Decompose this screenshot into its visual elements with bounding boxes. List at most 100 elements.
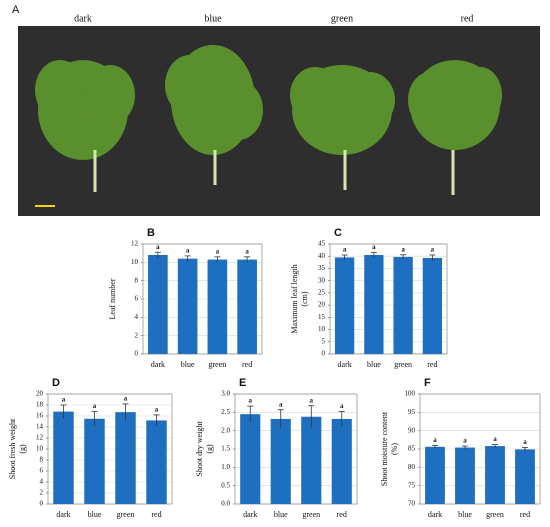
bar xyxy=(515,449,535,504)
bar xyxy=(270,418,291,504)
significance-label: a xyxy=(245,247,249,255)
panel-label: D xyxy=(52,377,60,389)
bar xyxy=(485,446,505,504)
x-tick-label: green xyxy=(117,510,135,519)
significance-label: a xyxy=(431,246,435,254)
plot-frame xyxy=(329,243,448,355)
y-tick-label: 10 xyxy=(36,445,44,453)
y-tick-label: 0.5 xyxy=(221,481,230,489)
panel-label: B xyxy=(147,227,155,239)
y-tick-label: 0 xyxy=(135,350,139,358)
x-tick-label: green xyxy=(486,510,504,519)
significance-label: a xyxy=(93,402,97,410)
y-tick-label: 25 xyxy=(318,288,326,296)
plot-frame xyxy=(142,243,263,355)
y-tick-label: 1.5 xyxy=(221,445,230,453)
bar xyxy=(455,447,475,504)
bar xyxy=(207,259,228,354)
y-tick-label: 35 xyxy=(318,264,326,272)
bar xyxy=(364,255,384,354)
significance-label: a xyxy=(156,243,160,251)
y-tick-label: 2.5 xyxy=(221,408,230,416)
y-axis-label: (%) xyxy=(390,443,399,455)
significance-label: a xyxy=(310,396,314,404)
x-tick-label: dark xyxy=(151,360,165,369)
panel-label: F xyxy=(424,377,431,389)
photo xyxy=(18,26,540,216)
y-tick-label: 6 xyxy=(40,467,44,475)
y-tick-label: 14 xyxy=(36,423,44,431)
bar xyxy=(422,257,443,354)
y-axis-label: (cm) xyxy=(300,291,309,306)
significance-label: a xyxy=(340,402,344,410)
x-tick-label: blue xyxy=(367,360,381,369)
bar xyxy=(146,420,167,504)
bar xyxy=(240,414,261,504)
y-tick-label: 15 xyxy=(318,313,326,321)
x-tick-label: blue xyxy=(88,510,102,519)
y-axis-label: (g) xyxy=(18,444,27,454)
x-tick-label: blue xyxy=(274,510,288,519)
y-tick-label: 30 xyxy=(318,276,326,284)
x-tick-label: green xyxy=(302,510,320,519)
bar xyxy=(177,258,198,354)
panel-label: A xyxy=(12,4,20,16)
significance-label: a xyxy=(62,396,66,404)
y-tick-label: 3.0 xyxy=(221,390,230,398)
bar xyxy=(425,446,445,504)
y-tick-label: 100 xyxy=(405,390,416,398)
x-tick-label: red xyxy=(337,510,347,519)
significance-label: a xyxy=(401,245,405,253)
y-tick-label: 10 xyxy=(131,258,139,266)
x-tick-label: dark xyxy=(56,510,70,519)
y-tick-label: 12 xyxy=(36,434,44,442)
bar xyxy=(115,412,136,504)
y-tick-label: 8 xyxy=(135,276,139,284)
y-axis-label: Leaf number xyxy=(108,278,117,319)
significance-label: a xyxy=(249,397,253,405)
y-tick-label: 45 xyxy=(318,240,326,248)
x-tick-label: dark xyxy=(243,510,257,519)
y-tick-label: 20 xyxy=(36,390,44,398)
x-tick-label: dark xyxy=(338,360,352,369)
y-tick-label: 80 xyxy=(408,463,416,471)
y-tick-label: 4 xyxy=(135,313,139,321)
column-label: blue xyxy=(204,13,222,24)
y-axis-label: Shoot dry weight xyxy=(195,421,204,477)
y-axis-label: (g) xyxy=(205,444,214,454)
y-tick-label: 70 xyxy=(408,500,416,508)
y-axis-label: Shoot fresh weight xyxy=(8,418,17,479)
y-tick-label: 75 xyxy=(408,481,416,489)
y-tick-label: 1.0 xyxy=(221,463,230,471)
significance-label: a xyxy=(343,246,347,254)
x-tick-label: blue xyxy=(181,360,195,369)
bar xyxy=(237,259,257,354)
y-tick-label: 8 xyxy=(40,456,44,464)
significance-label: a xyxy=(279,400,283,408)
significance-label: a xyxy=(124,395,128,403)
y-tick-label: 90 xyxy=(408,426,416,434)
y-tick-label: 18 xyxy=(36,401,44,409)
y-tick-label: 20 xyxy=(318,301,326,309)
y-tick-label: 4 xyxy=(40,478,44,486)
y-axis-label: Shoot moisture content xyxy=(380,411,389,486)
y-tick-label: 0 xyxy=(322,350,326,358)
y-tick-label: 0.0 xyxy=(221,500,230,508)
x-tick-label: green xyxy=(208,360,226,369)
y-tick-label: 40 xyxy=(318,252,326,260)
y-tick-label: 12 xyxy=(131,240,139,248)
bar xyxy=(301,416,322,504)
y-tick-label: 5 xyxy=(322,337,326,345)
bar xyxy=(331,418,352,504)
y-tick-label: 2 xyxy=(135,331,139,339)
x-tick-label: red xyxy=(242,360,252,369)
y-tick-label: 6 xyxy=(135,295,139,303)
panel-label: C xyxy=(334,227,342,239)
column-label: green xyxy=(331,13,353,24)
y-tick-label: 2 xyxy=(40,489,44,497)
significance-label: a xyxy=(463,437,467,445)
plot-frame xyxy=(419,393,541,505)
y-tick-label: 95 xyxy=(408,408,416,416)
significance-label: a xyxy=(186,247,190,255)
